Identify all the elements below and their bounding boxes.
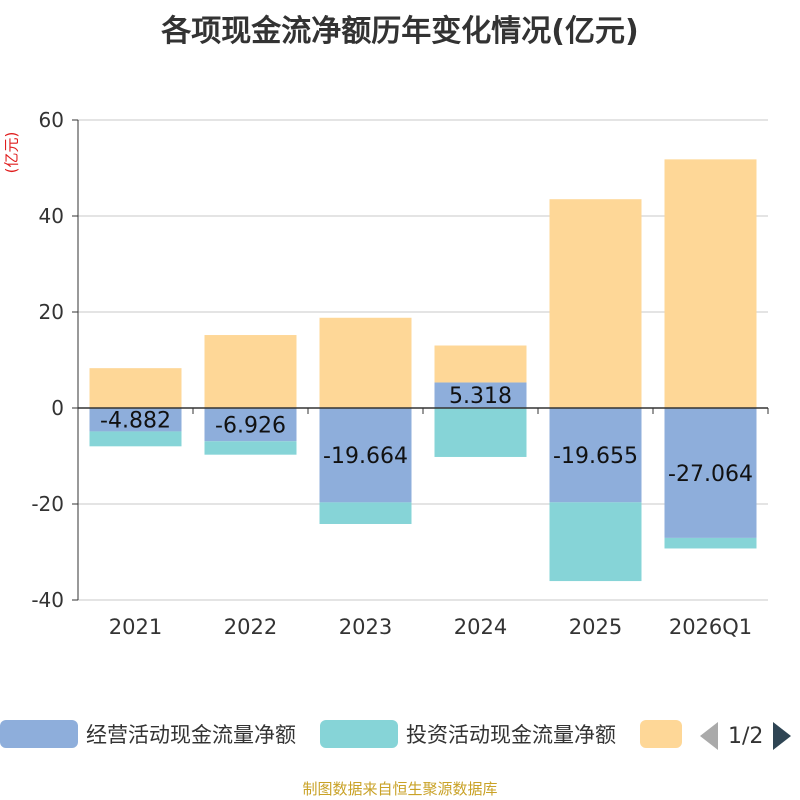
y-tick-label: -40: [31, 588, 64, 612]
bar-2021-series-0: [89, 408, 182, 432]
bar-2025-series-2: [549, 199, 642, 408]
bar-2022-series-0: [204, 408, 297, 442]
y-tick-label: -20: [31, 492, 64, 516]
x-tick-label: 2024: [454, 615, 507, 639]
y-tick-label: 40: [39, 204, 64, 228]
bar-2023-series-0: [319, 408, 412, 503]
x-tick-label: 2026Q1: [669, 615, 752, 639]
legend-pager: 1/2: [700, 718, 792, 754]
data-label-2021: -4.882: [100, 409, 171, 434]
source-footer: 制图数据来自恒生聚源数据库: [302, 780, 498, 798]
legend: 经营活动现金流量净额 投资活动现金流量净额 1/2: [0, 716, 800, 756]
bar-2026Q1-series-1: [664, 537, 757, 549]
bar-2021-series-2: [89, 368, 182, 408]
legend-swatch-operating: [0, 720, 78, 748]
data-label-2022: -6.926: [215, 414, 286, 439]
x-tick-label: 2022: [224, 615, 277, 639]
legend-item-operating[interactable]: 经营活动现金流量净额: [0, 716, 296, 752]
bar-2024-series-2: [434, 345, 527, 383]
x-tick-label: 2023: [339, 615, 392, 639]
data-label-2023: -19.664: [323, 444, 408, 469]
data-label-2026Q1: -27.064: [668, 462, 753, 487]
legend-page-number: 1/2: [728, 723, 764, 749]
x-tick-label: 2021: [109, 615, 162, 639]
legend-swatch-financing: [640, 720, 682, 748]
legend-item-financing[interactable]: [640, 716, 690, 752]
bar-2023-series-1: [319, 502, 412, 524]
bar-2021-series-1: [89, 431, 182, 447]
y-tick-label: 0: [51, 396, 64, 420]
bar-2023-series-2: [319, 317, 412, 408]
chart-title: 各项现金流净额历年变化情况(亿元): [161, 14, 639, 49]
legend-swatch-investing: [320, 720, 398, 748]
bar-2022-series-2: [204, 335, 297, 408]
data-label-2024: 5.318: [449, 384, 512, 409]
next-page-icon[interactable]: [773, 722, 792, 750]
bar-2024-series-0: [434, 382, 527, 408]
x-tick-label: 2025: [569, 615, 622, 639]
bar-2026Q1-series-0: [664, 408, 757, 538]
bar-2022-series-1: [204, 441, 297, 455]
bar-2026Q1-series-2: [664, 159, 757, 408]
bar-2025-series-0: [549, 408, 642, 503]
legend-label-operating: 经营活动现金流量净额: [86, 723, 296, 747]
legend-label-investing: 投资活动现金流量净额: [406, 723, 616, 747]
bar-2024-series-1: [434, 408, 527, 457]
data-label-2025: -19.655: [553, 444, 638, 469]
y-tick-label: 20: [39, 300, 64, 324]
bar-2025-series-1: [549, 502, 642, 582]
y-tick-label: 60: [39, 108, 64, 132]
legend-item-investing[interactable]: 投资活动现金流量净额: [320, 716, 616, 752]
stacked-bar-chart: -40 -20 0 20 40 60 2021 2022 2023 2024 2025 2026Q1 -…: [31, 108, 769, 639]
prev-page-icon[interactable]: [700, 722, 718, 750]
